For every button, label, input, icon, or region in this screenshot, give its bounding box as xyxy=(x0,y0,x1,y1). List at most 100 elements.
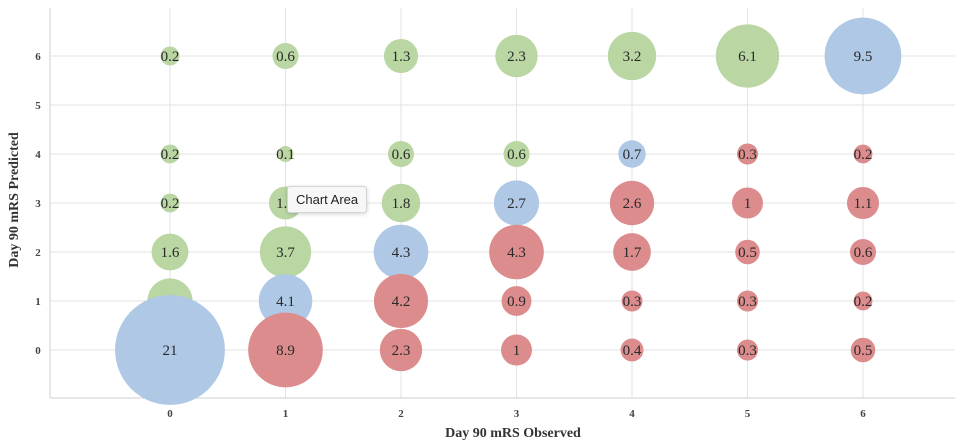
bubble[interactable] xyxy=(160,193,180,213)
bubble[interactable] xyxy=(381,183,421,223)
bubble[interactable] xyxy=(379,328,423,372)
bubble[interactable] xyxy=(248,312,323,388)
bubble-label: 1.1 xyxy=(854,196,873,212)
x-tick-label: 0 xyxy=(167,408,173,420)
bubble-label: 4.2 xyxy=(392,294,411,310)
y-axis-title: Day 90 mRS Predicted xyxy=(7,132,22,268)
bubble-label: 0.3 xyxy=(738,147,757,163)
bubble[interactable] xyxy=(503,140,530,168)
bubble[interactable] xyxy=(501,334,532,366)
bubble[interactable] xyxy=(736,143,759,165)
bubble-label: 1.3 xyxy=(392,49,411,65)
bubbles: 0.2 0.6 1.3 2.3 3.2 6.1 9.5 0.2 0.1 0.6 0.6 0.7 0.3 0… xyxy=(115,17,902,405)
y-tick-label: 1 xyxy=(35,296,41,308)
bubble-label: 0.1 xyxy=(276,147,295,163)
bubble[interactable] xyxy=(277,146,294,162)
bubble[interactable] xyxy=(258,274,313,328)
bubble-label: 2.6 xyxy=(623,196,642,212)
bubble[interactable] xyxy=(501,286,532,316)
bubble-label: 0.2 xyxy=(854,147,873,163)
bubble-label: 2.7 xyxy=(507,196,526,212)
x-tick-label: 4 xyxy=(629,408,635,420)
x-tick-label: 3 xyxy=(514,408,520,420)
axes xyxy=(49,8,955,399)
bubble-label: 1 xyxy=(513,343,521,359)
bubble-label: 3.7 xyxy=(276,245,295,261)
y-tick-label: 0 xyxy=(35,345,41,357)
bubble[interactable] xyxy=(151,233,189,271)
bubble[interactable] xyxy=(732,187,763,219)
bubble[interactable] xyxy=(489,224,544,280)
y-tick-label: 5 xyxy=(35,100,41,112)
bubble[interactable] xyxy=(373,224,429,280)
bubble[interactable] xyxy=(613,233,651,271)
bubble[interactable] xyxy=(736,339,759,361)
bubble-label: 21 xyxy=(163,343,178,359)
bubble[interactable] xyxy=(824,17,902,95)
bubble[interactable] xyxy=(272,42,299,70)
bubble[interactable] xyxy=(853,291,873,311)
bubble-label: 0.6 xyxy=(507,147,526,163)
bubble[interactable] xyxy=(259,226,312,278)
tick-labels: 0 1 2 3 4 5 6 0 1 2 3 4 5 6 xyxy=(35,51,866,420)
bubble-label: 0.9 xyxy=(507,294,526,310)
bubble-label: 0.7 xyxy=(623,147,642,163)
bubble-label: 0.2 xyxy=(161,147,180,163)
bubble-label: 1.8 xyxy=(392,196,411,212)
bubble[interactable] xyxy=(620,338,644,362)
bubble[interactable] xyxy=(373,273,429,329)
bubble-label: 0.6 xyxy=(392,147,411,163)
bubble-label: 0.5 xyxy=(738,245,757,261)
bubble-label: 4.1 xyxy=(276,294,295,310)
bubble-label: 0.2 xyxy=(161,196,180,212)
bubble[interactable] xyxy=(607,31,657,81)
bubble-label: 0.5 xyxy=(854,343,873,359)
bubble[interactable] xyxy=(736,290,759,312)
bubble-label: 0.3 xyxy=(623,294,642,310)
bubble-label: 0.6 xyxy=(276,49,295,65)
bubble[interactable] xyxy=(115,295,225,405)
bubble[interactable] xyxy=(387,140,415,168)
bubble-label: 1.6 xyxy=(161,245,180,261)
bubble[interactable] xyxy=(160,46,180,66)
bubble[interactable] xyxy=(846,186,880,220)
bubble[interactable] xyxy=(735,239,760,265)
bubble-label: 0.6 xyxy=(854,245,873,261)
bubble[interactable] xyxy=(849,238,877,266)
bubble[interactable] xyxy=(621,290,643,312)
bubble[interactable] xyxy=(493,180,540,226)
bubble-label: 2.3 xyxy=(392,343,411,359)
x-tick-label: 5 xyxy=(745,408,751,420)
bubble-label: 6.1 xyxy=(738,49,757,65)
x-tick-label: 6 xyxy=(860,408,866,420)
bubble-label: 1.7 xyxy=(623,245,642,261)
bubble-label: 0.3 xyxy=(738,294,757,310)
bubble-label: 9.5 xyxy=(854,49,873,65)
bubble[interactable] xyxy=(853,144,873,164)
bubble-label: 1 xyxy=(744,196,752,212)
y-tick-label: 2 xyxy=(35,247,41,259)
y-tick-label: 4 xyxy=(35,149,41,161)
bubble[interactable] xyxy=(160,144,180,164)
bubble-label: 4.3 xyxy=(507,245,526,261)
bubble[interactable] xyxy=(715,24,780,88)
y-tick-label: 3 xyxy=(35,198,41,210)
x-axis-title: Day 90 mRS Observed xyxy=(445,426,581,441)
bubble-label: 0.2 xyxy=(161,49,180,65)
x-tick-label: 1 xyxy=(283,408,289,420)
bubble[interactable] xyxy=(850,337,876,363)
x-tick-label: 2 xyxy=(398,408,404,420)
bubble[interactable] xyxy=(383,38,419,74)
bubble-label: 4.3 xyxy=(392,245,411,261)
bubble[interactable] xyxy=(495,34,538,78)
chart-area-tooltip: Chart Area xyxy=(287,186,368,213)
bubble-label: 2.3 xyxy=(507,49,526,65)
bubble[interactable] xyxy=(609,180,655,226)
bubble-label: 0.3 xyxy=(738,343,757,359)
bubble[interactable] xyxy=(618,140,646,168)
bubble-label: 0.4 xyxy=(623,343,642,359)
bubble-label: 3.2 xyxy=(623,49,642,65)
bubble-label: 8.9 xyxy=(276,343,295,359)
